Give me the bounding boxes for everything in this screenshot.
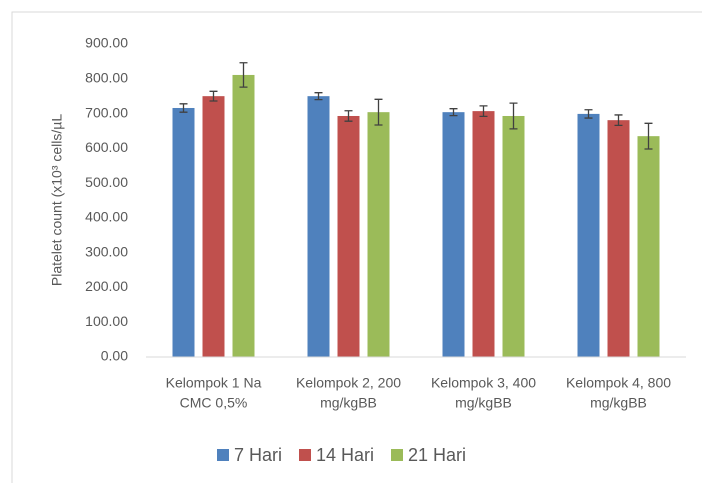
y-tick-label: 600.00 (85, 139, 128, 155)
x-tick-label: Kelompok 4, 800 (566, 375, 671, 391)
error-bar (584, 109, 593, 119)
y-tick-label: 900.00 (85, 35, 128, 51)
x-tick-label: Kelompok 3, 400 (431, 375, 536, 391)
x-tick-label: CMC 0,5% (180, 395, 248, 411)
bar (307, 96, 330, 358)
bar (577, 113, 600, 357)
x-tick-label: mg/kgBB (455, 395, 512, 411)
x-tick-label: mg/kgBB (590, 395, 647, 411)
y-tick-label: 800.00 (85, 69, 128, 85)
bar (172, 107, 195, 357)
bar (337, 115, 360, 358)
error-bar (374, 98, 383, 126)
error-bar (209, 90, 218, 102)
error-bar (644, 122, 653, 150)
y-tick-label: 300.00 (85, 243, 128, 259)
y-tick-label: 500.00 (85, 174, 128, 190)
bar (472, 111, 495, 357)
bar (607, 120, 630, 357)
legend-label: 7 Hari (234, 445, 282, 465)
y-tick-label: 400.00 (85, 209, 128, 225)
y-axis-label: Platelet count (x10³ cells/µL (49, 114, 65, 286)
error-bar (239, 62, 248, 88)
y-tick-label: 0.00 (101, 348, 128, 364)
bar (637, 136, 660, 357)
error-bar (509, 102, 518, 130)
legend-swatch (217, 449, 229, 461)
bar (502, 115, 525, 358)
x-tick-label: Kelompok 2, 200 (296, 375, 401, 391)
error-bar (449, 108, 458, 117)
error-bar (479, 105, 488, 117)
error-bar (344, 110, 353, 122)
error-bar (314, 92, 323, 101)
y-tick-label: 100.00 (85, 313, 128, 329)
legend-swatch (299, 449, 311, 461)
bar (232, 74, 255, 358)
x-tick-label: Kelompok 1 Na (166, 375, 262, 391)
error-bar (614, 114, 623, 127)
bar (442, 112, 465, 357)
error-bar (179, 103, 188, 113)
bar (202, 96, 225, 358)
y-tick-label: 200.00 (85, 278, 128, 294)
legend-swatch (391, 449, 403, 461)
x-tick-label: mg/kgBB (320, 395, 377, 411)
legend-label: 21 Hari (408, 445, 466, 465)
legend-label: 14 Hari (316, 445, 374, 465)
y-tick-label: 700.00 (85, 104, 128, 120)
bar (367, 112, 390, 357)
